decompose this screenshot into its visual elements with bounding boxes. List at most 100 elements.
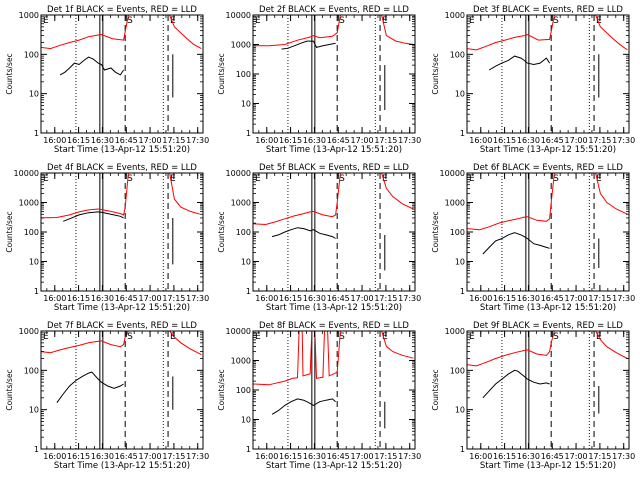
x-axis-label: Start Time (13-Apr-12 15:51:20) bbox=[480, 461, 616, 471]
lld-series-line bbox=[381, 173, 414, 210]
plot-frame bbox=[40, 14, 204, 134]
x-tick-label: 16:45 bbox=[327, 294, 350, 303]
x-tick-label: 16:00 bbox=[43, 294, 66, 303]
marker-label: E bbox=[255, 16, 261, 26]
x-tick-label: 16:45 bbox=[541, 136, 564, 145]
x-tick-label: 16:15 bbox=[67, 136, 90, 145]
x-tick-label: 17:00 bbox=[565, 294, 588, 303]
x-tick-label: 17:15 bbox=[588, 294, 611, 303]
x-tick-label: 17:30 bbox=[186, 294, 209, 303]
panel-title: Det 6f BLACK = Events, RED = LLD bbox=[473, 163, 623, 173]
y-axis-label: Counts/sec bbox=[5, 369, 14, 410]
x-tick-label: 16:15 bbox=[493, 452, 516, 461]
x-tick-label: 16:30 bbox=[303, 452, 326, 461]
y-axis-label: Counts/sec bbox=[5, 53, 14, 94]
x-tick-label: 16:30 bbox=[91, 294, 114, 303]
y-tick-label: 1000 bbox=[19, 327, 39, 336]
x-tick-label: 17:15 bbox=[588, 136, 611, 145]
plot-frame bbox=[40, 330, 204, 450]
x-axis-label: Start Time (13-Apr-12 15:51:20) bbox=[266, 461, 402, 471]
x-tick-label: 17:30 bbox=[186, 136, 209, 145]
lld-series-line bbox=[595, 331, 628, 359]
x-tick-label: 16:00 bbox=[255, 136, 278, 145]
y-axis-label: Counts/sec bbox=[217, 53, 226, 94]
x-tick-label: 16:45 bbox=[541, 294, 564, 303]
x-tick-label: 17:30 bbox=[612, 452, 635, 461]
marker-label: S bbox=[339, 16, 345, 26]
panel-title: Det 2f BLACK = Events, RED = LLD bbox=[259, 5, 409, 15]
y-tick-label: 100 bbox=[236, 70, 251, 79]
lld-series-line bbox=[169, 15, 202, 50]
y-tick-label: 1 bbox=[246, 129, 251, 138]
x-tick-label: 17:15 bbox=[374, 452, 397, 461]
y-tick-label: 100 bbox=[450, 366, 465, 375]
x-tick-label: 16:30 bbox=[517, 294, 540, 303]
panel-title: Det 7f BLACK = Events, RED = LLD bbox=[47, 321, 197, 331]
panel-title: Det 4f BLACK = Events, RED = LLD bbox=[47, 163, 197, 173]
marker-label: E bbox=[255, 174, 261, 184]
x-axis-label: Start Time (13-Apr-12 15:51:20) bbox=[266, 145, 402, 155]
events-series-line bbox=[488, 55, 551, 71]
marker-label: E bbox=[382, 16, 388, 26]
y-axis-label: Counts/sec bbox=[217, 369, 226, 410]
x-tick-label: 16:15 bbox=[279, 452, 302, 461]
x-tick-label: 16:30 bbox=[91, 136, 114, 145]
y-tick-label: 1000 bbox=[19, 11, 39, 20]
x-tick-label: 16:00 bbox=[469, 294, 492, 303]
y-tick-label: 10 bbox=[455, 90, 465, 99]
events-series-line bbox=[56, 371, 124, 403]
marker-label: S bbox=[127, 16, 133, 26]
x-tick-label: 17:15 bbox=[162, 294, 185, 303]
plot-frame bbox=[466, 14, 630, 134]
lld-series-line bbox=[169, 173, 200, 215]
marker-label: E bbox=[43, 16, 49, 26]
y-tick-label: 1000 bbox=[445, 199, 465, 208]
x-tick-label: 16:30 bbox=[303, 294, 326, 303]
lld-series-line bbox=[381, 331, 414, 359]
panel-title: Det 9f BLACK = Events, RED = LLD bbox=[473, 321, 623, 331]
marker-label: E bbox=[469, 174, 475, 184]
x-tick-label: 17:30 bbox=[398, 452, 421, 461]
marker-label: S bbox=[339, 174, 345, 184]
x-tick-label: 17:00 bbox=[139, 452, 162, 461]
panel-title: Det 1f BLACK = Events, RED = LLD bbox=[47, 5, 197, 15]
x-tick-label: 16:00 bbox=[469, 136, 492, 145]
marker-label: E bbox=[469, 332, 475, 342]
y-tick-label: 100 bbox=[236, 228, 251, 237]
y-tick-label: 10 bbox=[29, 406, 39, 415]
y-tick-label: 1 bbox=[246, 287, 251, 296]
x-tick-label: 16:45 bbox=[115, 452, 138, 461]
y-tick-label: 100 bbox=[450, 50, 465, 59]
y-tick-label: 100 bbox=[24, 50, 39, 59]
y-tick-label: 1000 bbox=[19, 199, 39, 208]
panel-title: Det 3f BLACK = Events, RED = LLD bbox=[473, 5, 623, 15]
x-tick-label: 17:30 bbox=[612, 136, 635, 145]
lld-series-line bbox=[253, 173, 341, 226]
x-tick-label: 17:15 bbox=[162, 452, 185, 461]
y-axis-label: Counts/sec bbox=[431, 211, 440, 252]
x-tick-label: 16:30 bbox=[517, 452, 540, 461]
x-tick-label: 16:45 bbox=[327, 452, 350, 461]
y-tick-label: 1 bbox=[460, 129, 465, 138]
lld-series-line bbox=[467, 15, 555, 51]
x-tick-label: 16:15 bbox=[67, 294, 90, 303]
y-tick-label: 1 bbox=[34, 287, 39, 296]
x-axis-label: Start Time (13-Apr-12 15:51:20) bbox=[480, 303, 616, 313]
x-axis-label: Start Time (13-Apr-12 15:51:20) bbox=[266, 303, 402, 313]
lld-series-line bbox=[381, 15, 414, 45]
lld-series-line bbox=[595, 15, 628, 51]
x-tick-label: 16:15 bbox=[67, 452, 90, 461]
lld-series-line bbox=[41, 331, 129, 354]
events-series-line bbox=[59, 56, 125, 76]
y-tick-label: 10 bbox=[241, 258, 251, 267]
lld-series-line bbox=[467, 331, 555, 367]
marker-label: E bbox=[596, 16, 602, 26]
x-tick-label: 17:00 bbox=[139, 294, 162, 303]
x-tick-label: 16:00 bbox=[255, 294, 278, 303]
